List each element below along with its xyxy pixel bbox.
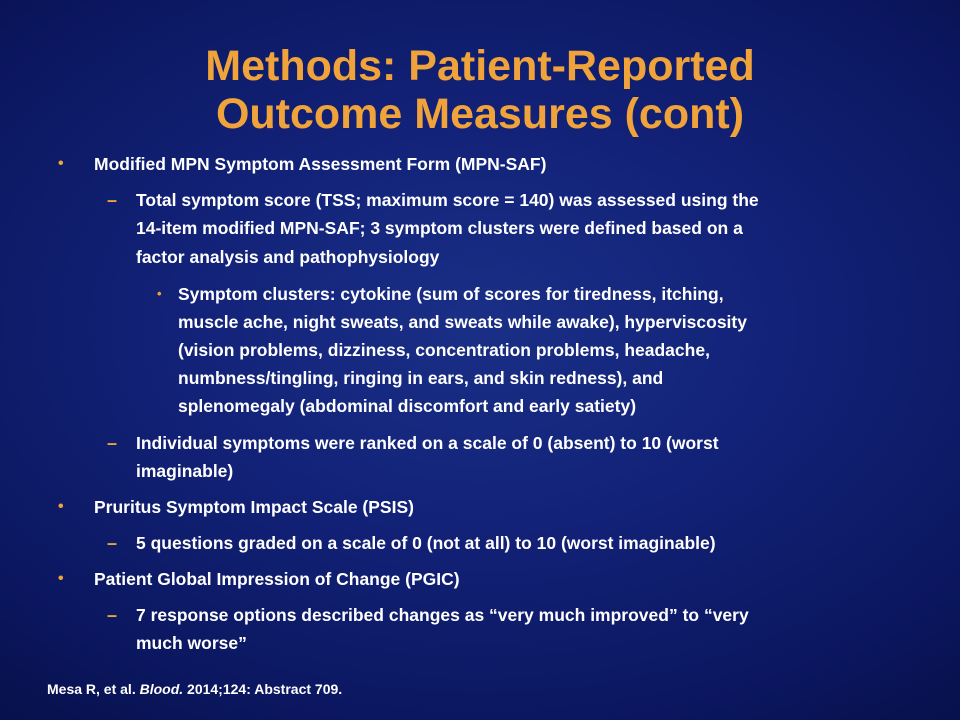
bullet-text: Pruritus Symptom Impact Scale (PSIS)	[94, 497, 414, 517]
sub-sub-item-text: numbness/tingling, ringing in ears, and …	[178, 368, 664, 388]
citation: Mesa R, et al. Blood. 2014;124: Abstract…	[47, 680, 342, 698]
bullet-marker: •	[58, 155, 64, 172]
dash-marker: –	[107, 605, 118, 625]
sub-sub-item-text: (vision problems, dizziness, concentrati…	[178, 340, 710, 360]
sub-item-text: 14-item modified MPN-SAF; 3 symptom clus…	[136, 218, 743, 238]
sub-item-text: 7 response options described changes as …	[136, 605, 749, 625]
citation-details: 2014;124: Abstract 709.	[187, 681, 343, 697]
dash-marker: –	[107, 433, 118, 453]
sub-item-text: Total symptom score (TSS; maximum score …	[136, 190, 759, 210]
slide-title: Methods: Patient-Reported Outcome Measur…	[40, 42, 920, 138]
sub-item-text: Individual symptoms were ranked on a sca…	[136, 433, 719, 453]
dash-marker: –	[107, 533, 118, 553]
title-line-2: Outcome Measures (cont)	[215, 90, 745, 138]
sub-sub-item-text: Symptom clusters: cytokine (sum of score…	[178, 284, 724, 304]
bullet-marker: •	[58, 498, 64, 515]
sub-item-text: 5 questions graded on a scale of 0 (not …	[136, 533, 716, 553]
bullet-text: Patient Global Impression of Change (PGI…	[94, 569, 460, 589]
sub-item-text: imaginable)	[136, 461, 234, 481]
sub-item-text: factor analysis and pathophysiology	[136, 247, 440, 267]
citation-journal: Blood.	[139, 681, 184, 697]
bullet-text: Modified MPN Symptom Assessment Form (MP…	[94, 154, 547, 174]
dash-marker: –	[107, 190, 118, 210]
sub-bullet-marker: •	[157, 286, 162, 301]
sub-sub-item-text: splenomegaly (abdominal discomfort and e…	[178, 396, 637, 416]
citation-authors: Mesa R, et al.	[47, 681, 136, 697]
sub-item-text: much worse”	[136, 633, 247, 653]
title-line-1: Methods: Patient-Reported	[205, 42, 755, 90]
bullet-marker: •	[58, 570, 64, 587]
sub-sub-item-text: muscle ache, night sweats, and sweats wh…	[178, 312, 747, 332]
